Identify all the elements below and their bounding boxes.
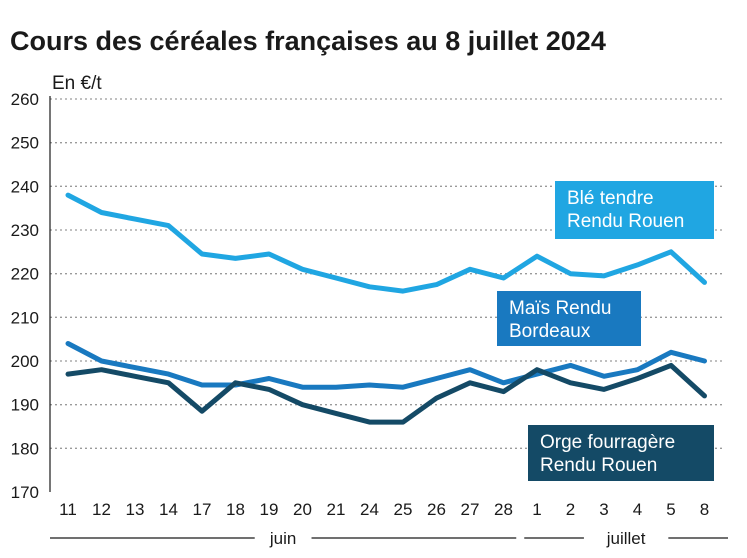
month-label: juin [269,529,296,548]
series-line-1 [65,192,707,294]
chart-title: Cours des céréales françaises au 8 juill… [10,26,606,56]
x-tick-label: 27 [461,500,480,519]
series-line-3 [65,362,707,425]
x-tick-label: 28 [494,500,513,519]
series-label-box [497,291,641,346]
series-label-text: Rendu Rouen [540,455,657,476]
x-tick-label: 13 [126,500,145,519]
x-tick-label: 19 [260,500,279,519]
series-lines [65,192,707,425]
x-tick-label: 2 [566,500,575,519]
x-tick-label: 25 [394,500,413,519]
x-tick-label: 11 [59,500,77,519]
y-tick-label: 240 [11,177,39,196]
month-axis: juin juillet [50,529,728,548]
series-label-text: Orge fourragère [540,432,675,453]
y-tick-label: 260 [11,90,39,109]
x-tick-label: 18 [226,500,245,519]
series-label-text: Blé tendre [567,188,654,209]
y-axis-ticks: 170 180 190 200 210 220 230 240 250 260 [11,90,39,502]
y-tick-label: 190 [11,396,39,415]
x-tick-label: 1 [532,500,541,519]
series-label-text: Rendu Rouen [567,211,684,232]
month-label: juillet [606,529,646,548]
y-tick-label: 170 [11,483,39,502]
y-axis-unit: En €/t [52,73,102,94]
y-tick-label: 200 [11,352,39,371]
x-tick-label: 21 [327,500,346,519]
series-line-2 [65,341,707,390]
grid-lines [49,96,722,492]
x-tick-label: 3 [599,500,608,519]
x-tick-label: 14 [159,500,178,519]
x-tick-label: 12 [92,500,111,519]
x-axis-ticks: 11 12 13 14 17 18 19 20 21 24 25 26 27 28 1 2 3 4 5 8 [59,500,709,519]
x-tick-label: 8 [700,500,709,519]
series-label-box [555,181,714,239]
x-tick-label: 17 [193,500,212,519]
y-tick-label: 210 [11,308,39,327]
x-tick-label: 5 [666,500,675,519]
x-tick-label: 4 [633,500,642,519]
x-tick-label: 24 [360,500,379,519]
x-tick-label: 20 [293,500,312,519]
y-tick-label: 230 [11,221,39,240]
series-label-text: Maïs Rendu [509,298,611,319]
x-tick-label: 26 [427,500,446,519]
y-tick-label: 250 [11,134,39,153]
y-tick-label: 180 [11,439,39,458]
series-label-text: Bordeaux [509,321,591,342]
series-label-box [528,425,714,481]
y-tick-label: 220 [11,265,39,284]
